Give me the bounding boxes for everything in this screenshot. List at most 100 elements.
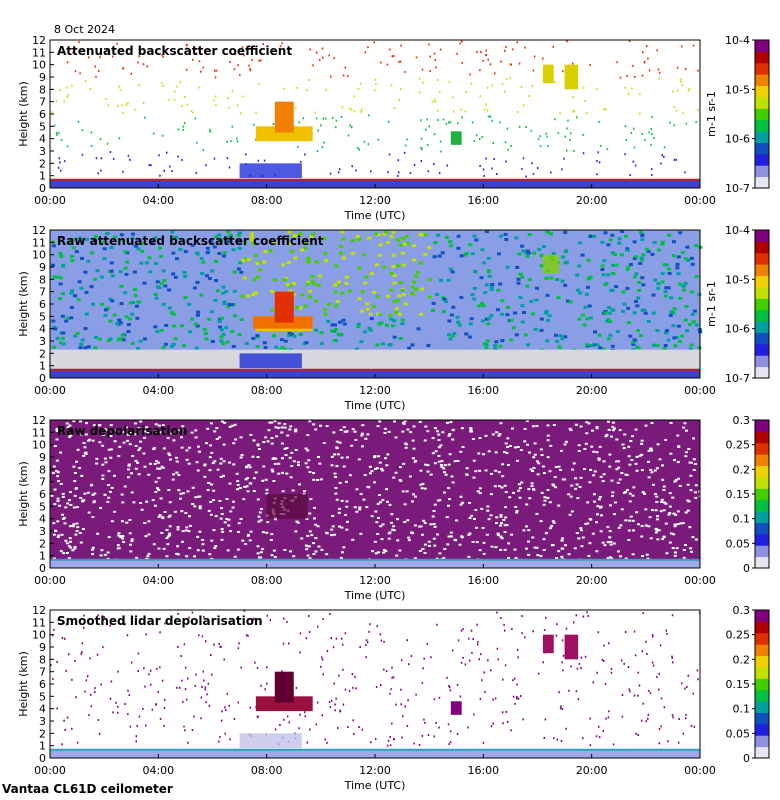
noise-speck	[635, 304, 640, 308]
depol-speck	[478, 549, 482, 552]
colorbar-tick-label: 0.15	[726, 488, 751, 501]
scatter-speck	[209, 130, 212, 133]
noise-speck	[341, 256, 346, 260]
scatter-speck	[658, 728, 661, 731]
depol-speck	[535, 512, 539, 515]
depol-speck	[590, 445, 594, 448]
noise-speck	[400, 237, 405, 241]
noise-speck	[195, 280, 200, 284]
scatter-speck	[369, 623, 371, 626]
depol-speck	[360, 434, 364, 437]
depol-speck	[567, 493, 571, 496]
depol-speck	[604, 435, 608, 438]
noise-speck	[330, 323, 335, 327]
colorbar-tick-label: 0.05	[726, 727, 751, 740]
depol-speck	[167, 515, 171, 518]
depol-speck	[495, 431, 499, 434]
scatter-speck	[630, 131, 632, 134]
scatter-speck	[352, 733, 355, 736]
scatter-speck	[406, 725, 409, 728]
scatter-speck	[660, 697, 663, 700]
depol-speck	[268, 421, 272, 424]
depol-speck	[168, 525, 172, 528]
depol-speck	[277, 462, 281, 465]
scatter-speck	[532, 172, 535, 175]
depol-speck	[138, 447, 142, 450]
noise-speck	[205, 246, 210, 250]
depol-speck	[345, 528, 349, 531]
depol-speck	[181, 428, 185, 431]
depol-speck	[152, 446, 156, 449]
depol-speck	[539, 555, 543, 558]
depol-speck	[570, 468, 574, 471]
depol-speck	[429, 523, 433, 526]
depol-speck	[256, 498, 260, 501]
depol-speck	[392, 529, 396, 532]
noise-speck	[153, 261, 158, 265]
depol-speck	[387, 430, 391, 433]
noise-speck	[75, 331, 80, 335]
depol-speck	[241, 539, 245, 542]
noise-speck	[402, 242, 407, 246]
depol-speck	[209, 444, 213, 447]
scatter-speck	[97, 718, 100, 721]
depol-speck	[386, 500, 390, 503]
scatter-speck	[176, 686, 178, 689]
scatter-speck	[317, 129, 319, 132]
depol-speck	[220, 512, 224, 515]
noise-speck	[448, 337, 453, 341]
noise-speck	[638, 230, 643, 234]
colorbar-segment	[755, 40, 769, 52]
noise-speck	[222, 302, 227, 306]
depol-speck	[580, 545, 584, 548]
depol-speck	[74, 533, 78, 536]
depol-speck	[489, 514, 493, 517]
depol-speck	[368, 465, 372, 468]
noise-speck	[237, 332, 242, 336]
noise-speck	[132, 270, 137, 274]
depol-speck	[480, 507, 484, 510]
noise-speck	[171, 312, 176, 316]
depol-speck	[270, 468, 274, 471]
depol-speck	[692, 458, 696, 461]
depol-speck	[304, 462, 308, 465]
depol-speck	[306, 434, 310, 437]
noise-speck	[306, 256, 311, 260]
scatter-speck	[63, 100, 66, 103]
depol-speck	[640, 439, 644, 442]
noise-speck	[638, 334, 643, 338]
depol-speck	[154, 423, 158, 426]
depol-speck	[539, 520, 543, 523]
depol-speck	[664, 502, 668, 505]
depol-speck	[65, 422, 69, 425]
depol-speck	[244, 478, 248, 481]
noise-speck	[593, 330, 598, 334]
noise-speck	[392, 335, 397, 339]
depol-speck	[312, 553, 316, 556]
scatter-speck	[448, 80, 451, 83]
scatter-speck	[370, 741, 372, 744]
depol-speck	[609, 540, 613, 543]
noise-speck	[153, 292, 158, 296]
scatter-speck	[565, 627, 568, 630]
noise-speck	[671, 324, 676, 328]
scatter-speck	[536, 167, 539, 170]
scatter-speck	[661, 154, 663, 157]
depol-speck	[608, 536, 612, 539]
depol-speck	[532, 488, 536, 491]
depol-speck	[448, 433, 452, 436]
noise-speck	[631, 340, 636, 344]
depol-speck	[153, 504, 157, 507]
noise-speck	[226, 305, 231, 309]
depol-speck	[254, 471, 258, 474]
scatter-speck	[127, 154, 130, 157]
scatter-speck	[489, 115, 492, 118]
depol-speck	[510, 533, 514, 536]
noise-speck	[414, 274, 419, 278]
depol-speck	[272, 479, 276, 482]
scatter-speck	[157, 690, 160, 693]
scatter-speck	[545, 132, 547, 135]
scatter-speck	[220, 719, 223, 722]
depol-speck	[147, 473, 151, 476]
scatter-speck	[680, 80, 682, 83]
